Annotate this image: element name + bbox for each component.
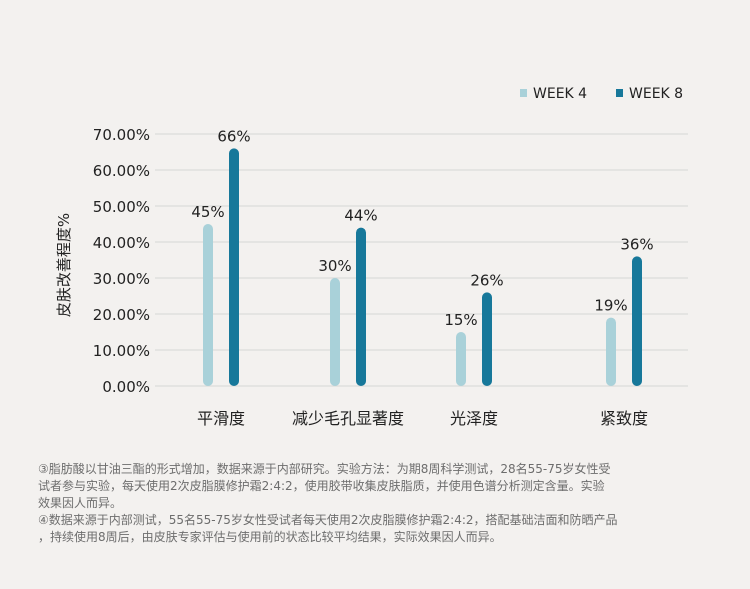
data-label: 36% — [620, 235, 653, 253]
y-axis-title: 皮肤改善程度% — [55, 213, 73, 317]
data-label: 26% — [470, 271, 503, 289]
footnote-line: 试者参与实验，每天使用2次皮脂膜修护霜2:4:2，使用胶带收集皮肤脂质，并使用色… — [38, 479, 605, 493]
footnotes: ③脂肪酸以甘油三酯的形式增加，数据来源于内部研究。实验方法：为期8周科学测试，2… — [38, 461, 722, 546]
bar-chart: 0.00% 10.00% 20.00% 30.00% 40.00% 50.00% 60.00… — [55, 86, 688, 428]
data-label: 45% — [191, 203, 224, 221]
bar-week8 — [229, 148, 239, 386]
footnote-line: ③脂肪酸以甘油三酯的形式增加，数据来源于内部研究。实验方法：为期8周科学测试，2… — [38, 462, 611, 476]
data-label: 15% — [444, 311, 477, 329]
data-label: 19% — [594, 297, 627, 315]
footnote-line: ，持续使用8周后，由皮肤专家评估与使用前的状态比较平均结果，实际效果因人而异。 — [38, 530, 502, 544]
bar-week4 — [330, 278, 340, 386]
footnote-line: ④数据来源于内部测试，55名55-75岁女性受试者每天使用2次皮脂膜修护霜2:4… — [38, 513, 618, 527]
bar-week8 — [632, 256, 642, 386]
chart-area: 0.00% 10.00% 20.00% 30.00% 40.00% 50.00% 60.00… — [55, 86, 688, 428]
x-tick-label: 减少毛孔显著度 — [292, 409, 404, 428]
y-tick-label: 0.00% — [102, 378, 150, 396]
data-label: 66% — [217, 127, 250, 145]
bar-week8 — [482, 292, 492, 386]
y-tick-label: 40.00% — [93, 234, 150, 252]
legend-label: WEEK 4 — [533, 86, 587, 102]
y-tick-label: 30.00% — [93, 270, 150, 288]
bar-week4 — [606, 317, 616, 386]
bar-week8 — [356, 227, 366, 386]
legend-swatch — [520, 89, 527, 97]
x-tick-label: 紧致度 — [600, 409, 648, 428]
y-tick-label: 70.00% — [93, 126, 150, 144]
legend-swatch — [616, 89, 623, 97]
footnote-line: 效果因人而异。 — [38, 496, 123, 510]
bar-week4 — [456, 332, 466, 386]
y-tick-label: 20.00% — [93, 306, 150, 324]
data-label: 44% — [344, 207, 377, 225]
x-tick-label: 平滑度 — [197, 409, 245, 428]
x-tick-label: 光泽度 — [450, 409, 498, 428]
y-tick-label: 10.00% — [93, 342, 150, 360]
data-label: 30% — [318, 257, 351, 275]
legend-label: WEEK 8 — [629, 86, 683, 102]
y-tick-label: 60.00% — [93, 162, 150, 180]
y-tick-label: 50.00% — [93, 198, 150, 216]
bar-week4 — [203, 224, 213, 386]
